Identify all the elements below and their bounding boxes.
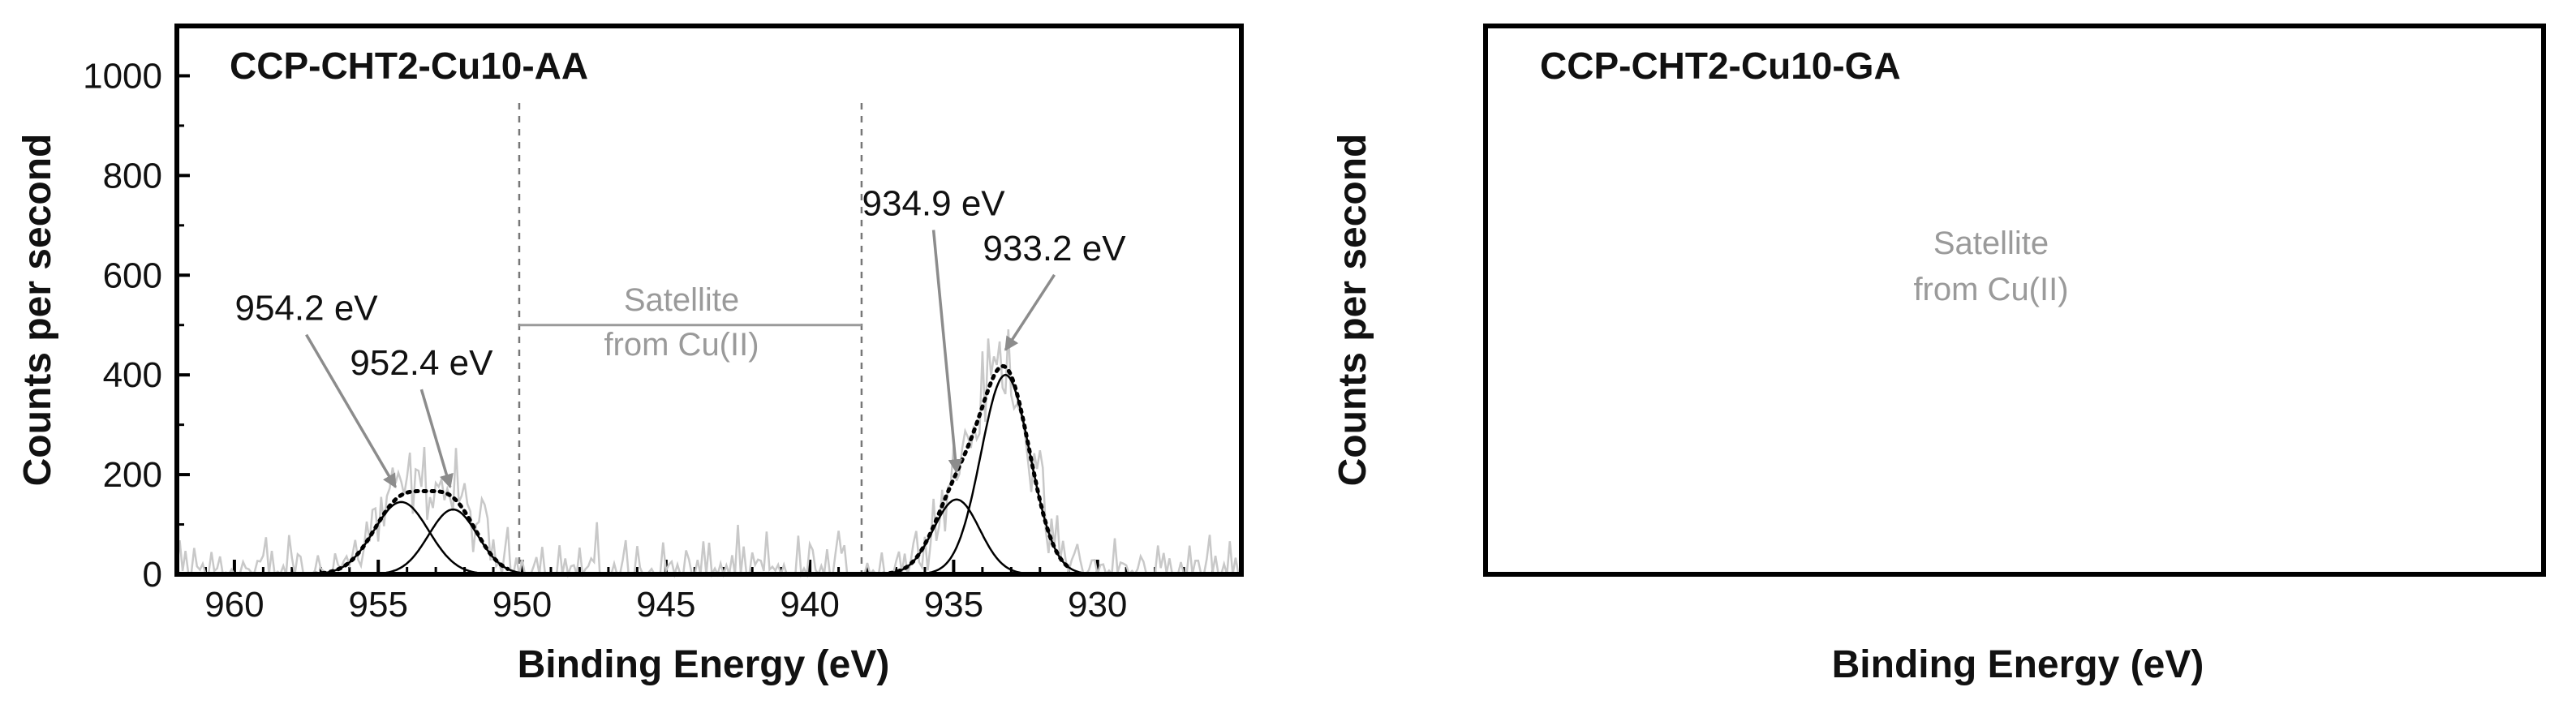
ticks-layer: 0 200 400 600 800 1000 960 955 950 945 940 935 930 bbox=[83, 56, 1215, 625]
peak-annotation-label: 933.2 eV bbox=[983, 229, 1126, 268]
panel-aa: Counts per second Binding Energy (eV) 0 2… bbox=[16, 24, 1244, 686]
panel-title: CCP-CHT2-Cu10-AA bbox=[230, 45, 588, 87]
fit-peak-934-9 bbox=[864, 498, 1049, 576]
plot-frame bbox=[174, 24, 1244, 577]
annotation-layer: 954.2 eV 952.4 eV 934.9 eV 933.2 eV bbox=[234, 184, 1126, 489]
fit-envelope-line bbox=[879, 363, 1071, 576]
x-tick-label: 960 bbox=[204, 585, 264, 625]
y-tick-label: 400 bbox=[103, 355, 162, 395]
y-tick-label: 600 bbox=[103, 256, 162, 295]
peak-annotation-arrow bbox=[305, 333, 398, 488]
fit-peak-933-2 bbox=[907, 373, 1103, 576]
x-tick-label: 940 bbox=[780, 585, 839, 625]
panel-ga: Counts per second Binding Energy (eV) Sa… bbox=[1331, 24, 2546, 686]
x-tick-label: 935 bbox=[924, 585, 983, 625]
satellite-label-line1: Satellite bbox=[1933, 225, 2049, 261]
peak-annotation-arrow bbox=[1004, 273, 1056, 351]
fit-peak-954-2 bbox=[291, 500, 511, 576]
x-tick-label: 945 bbox=[636, 585, 695, 625]
y-tick-label: 200 bbox=[103, 455, 162, 495]
peak-annotation-label: 952.4 eV bbox=[350, 343, 493, 383]
x-axis-label: Binding Energy (eV) bbox=[1832, 643, 2204, 686]
x-axis-label: Binding Energy (eV) bbox=[518, 643, 890, 686]
fit-envelope-line bbox=[304, 489, 510, 577]
plot-layer bbox=[175, 329, 1240, 578]
y-tick-label: 800 bbox=[103, 156, 162, 195]
y-axis-label: Counts per second bbox=[1331, 134, 1374, 487]
satellite-label-line1: Satellite bbox=[624, 282, 739, 318]
y-axis-label: Counts per second bbox=[16, 134, 59, 487]
x-tick-label: 930 bbox=[1068, 585, 1127, 625]
satellite-layer: Satellite from Cu(II) bbox=[1913, 225, 2068, 307]
x-tick-label: 955 bbox=[349, 585, 408, 625]
peak-annotation-label: 934.9 eV bbox=[862, 184, 1006, 224]
y-tick-label: 0 bbox=[143, 555, 162, 595]
satellite-label-line2: from Cu(II) bbox=[604, 327, 759, 363]
panel-title: CCP-CHT2-Cu10-GA bbox=[1540, 45, 1901, 87]
x-tick-label: 950 bbox=[492, 585, 552, 625]
satellite-label-line2: from Cu(II) bbox=[1913, 272, 2068, 307]
plot-frame bbox=[1483, 24, 2546, 577]
raw-spectrum-line bbox=[175, 329, 1240, 578]
peak-annotation-arrow bbox=[931, 230, 963, 474]
satellite-layer: Satellite from Cu(II) bbox=[518, 103, 863, 574]
peak-annotation-label: 954.2 eV bbox=[234, 289, 378, 329]
peak-annotation-arrow bbox=[419, 389, 454, 489]
y-tick-label: 1000 bbox=[83, 56, 162, 96]
